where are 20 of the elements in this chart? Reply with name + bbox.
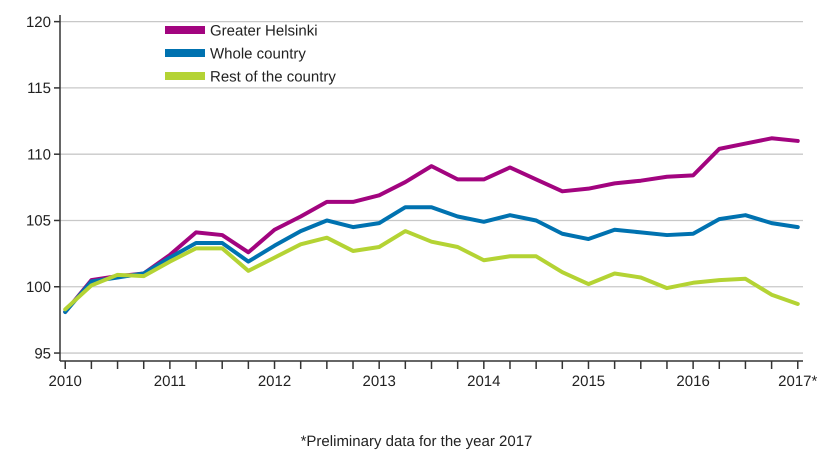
legend-label: Rest of the country [210, 68, 336, 86]
y-tick-label: 95 [34, 345, 51, 362]
line-series [63, 229, 800, 312]
text: *Preliminary data for the year 2017 [300, 433, 532, 450]
x-tick-label: 2011 [154, 373, 186, 390]
x-tick-label: 2015 [572, 373, 606, 390]
x-tick-label: 2010 [48, 373, 82, 390]
legend-label: Greater Helsinki [210, 22, 318, 40]
y-tick-label: 110 [27, 146, 51, 164]
x-tick-label: 2017* [778, 373, 818, 390]
y-tick-label: 115 [27, 80, 51, 98]
x-tick-label: 2016 [676, 373, 710, 390]
y-tick-label: 100 [26, 279, 51, 296]
y-tick-label: 120 [26, 14, 51, 31]
x-tick-label: 2014 [467, 373, 501, 390]
legend-label: Whole country [210, 45, 306, 62]
y-tick-label: 105 [26, 212, 51, 230]
line-series [63, 205, 800, 314]
x-tick-label: 2013 [362, 373, 396, 390]
x-tick-label: 2012 [258, 373, 292, 390]
